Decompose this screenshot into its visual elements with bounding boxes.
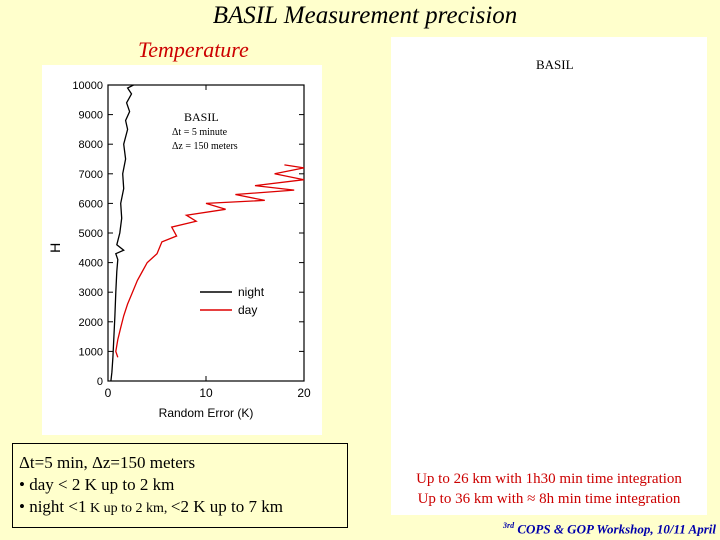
y-tick-label: 2000 <box>79 317 103 329</box>
chart-subtitle: Temperature <box>138 37 249 62</box>
right-image-panel: BASIL Up to 26 km with 1h30 min time int… <box>391 37 707 515</box>
y-tick-label: 3000 <box>79 287 103 299</box>
footer-superscript: 3rd <box>502 521 515 530</box>
note-line-3: • night <1 K up to 2 km, <2 K up to 7 km <box>19 496 347 520</box>
y-axis-label: H <box>47 243 63 253</box>
series-line-night <box>110 84 134 382</box>
y-tick-label: 6000 <box>79 198 103 210</box>
note-line-2: • day < 2 K up to 2 km <box>19 475 175 494</box>
y-tick-label: 8000 <box>79 139 103 151</box>
measurement-notes: Δt=5 min, Δz=150 meters • day < 2 K up t… <box>12 443 348 528</box>
note-line-1: Δt=5 min, Δz=150 meters <box>19 453 196 472</box>
footer-text: COPS & GOP Workshop, 10/11 April <box>517 521 716 537</box>
right-panel-label: BASIL <box>536 57 574 72</box>
x-tick-label: 20 <box>297 386 311 400</box>
y-tick-label: 5000 <box>79 228 103 240</box>
y-tick-label: 1000 <box>79 346 103 358</box>
y-tick-label: 0 <box>97 376 103 388</box>
annotation-dt: Δt = 5 minute <box>172 127 228 138</box>
y-tick-label: 10000 <box>72 80 103 92</box>
legend-label-day: day <box>238 303 257 317</box>
legend-label-night: night <box>238 285 265 299</box>
annotation-dz: Δz = 150 meters <box>172 141 238 152</box>
note-line-3-a: • night <1 <box>19 497 87 516</box>
x-tick-label: 10 <box>199 386 213 400</box>
right-note-1: Up to 26 km with 1h30 min time integrati… <box>416 471 682 487</box>
series-line-day <box>115 164 305 358</box>
right-note-2: Up to 36 km with ≈ 8h min time integrati… <box>417 491 681 507</box>
footer-workshop: 3rd COPS & GOP Workshop, 10/11 April <box>503 521 716 537</box>
y-tick-label: 4000 <box>79 258 103 270</box>
chart-svg: 0100020003000400050006000700080009000100… <box>47 80 311 420</box>
y-tick-label: 9000 <box>79 110 103 122</box>
x-tick-label: 0 <box>105 386 112 400</box>
error-profile-chart: 0 1000 2000 3000 4000 5000 6000 7000 8000 9000 100… <box>42 65 322 435</box>
slide-title: BASIL Measurement precision <box>212 2 518 29</box>
note-line-3-c: <2 K up to 7 km <box>170 497 283 516</box>
instrument-label: BASIL <box>184 110 219 124</box>
y-tick-label: 7000 <box>79 169 103 181</box>
note-line-3-b: K up to 2 km, <box>86 501 171 516</box>
x-axis-label: Random Error (K) <box>159 406 254 420</box>
